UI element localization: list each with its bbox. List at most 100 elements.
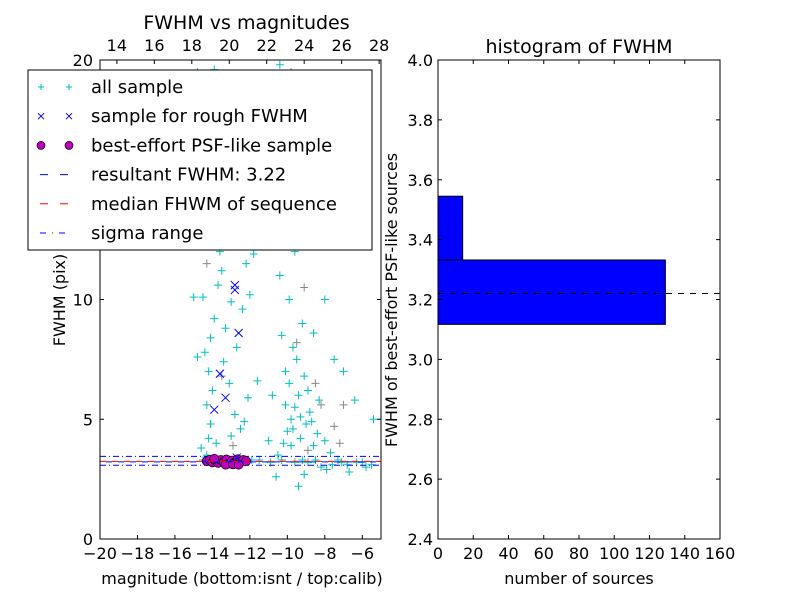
all-sample-point	[281, 367, 290, 376]
all-sample-point	[300, 372, 309, 381]
plot-area	[100, 60, 381, 491]
other-sample-point	[317, 400, 326, 409]
all-sample-point	[305, 408, 314, 417]
all-sample-point	[272, 472, 281, 481]
all-sample-point	[200, 348, 209, 357]
all-sample-point	[285, 379, 294, 388]
all-sample-point	[240, 417, 249, 426]
all-sample-point	[243, 393, 252, 402]
all-sample-point	[273, 451, 282, 460]
all-sample-point	[197, 443, 206, 452]
psf-sample-point	[233, 459, 244, 470]
rough-sample-point	[232, 453, 242, 462]
all-sample-point	[320, 436, 329, 445]
all-sample-point	[330, 355, 339, 364]
all-sample-point	[238, 305, 247, 314]
histogram-bar	[437, 259, 666, 325]
legend-label: median FHWM of sequence	[91, 194, 337, 215]
x-tick-label: 80	[569, 544, 589, 563]
all-sample-point	[345, 467, 354, 476]
x-tick-label: −14	[196, 544, 230, 563]
x-tick-label: −8	[313, 544, 337, 563]
other-sample-point	[292, 338, 301, 347]
top-x-tick-label: 16	[144, 36, 164, 55]
other-sample-point	[229, 441, 238, 450]
all-sample-point	[227, 432, 236, 441]
all-sample-point	[219, 357, 228, 366]
x-tick-label: 0	[433, 544, 443, 563]
all-sample-point	[294, 391, 303, 400]
chart-title: histogram of FWHM	[485, 36, 672, 58]
all-sample-point	[315, 396, 324, 405]
y-tick-label: 3.0	[408, 350, 433, 369]
all-sample-point	[264, 436, 273, 445]
all-sample-point	[275, 60, 284, 69]
circle-marker-icon	[64, 141, 74, 150]
all-sample-point	[277, 455, 286, 464]
x-tick-label: −6	[350, 544, 374, 563]
all-sample-point	[290, 403, 299, 412]
all-sample-point	[362, 463, 371, 472]
y-tick-label: 2.4	[408, 530, 433, 549]
x-tick-label: 140	[669, 544, 700, 563]
all-sample-point	[307, 417, 316, 426]
all-sample-point	[285, 295, 294, 304]
all-sample-point	[300, 470, 309, 479]
x-marker-icon	[37, 112, 45, 120]
all-sample-point	[242, 259, 251, 268]
scatter-plot: −20 −18 −16 −14 −12 −10 −8 −6 0 5 10 20 14 16 18 20 22 24…	[50, 12, 389, 588]
all-sample-point	[245, 290, 254, 299]
legend-entry: sample for rough FWHM	[37, 106, 308, 127]
all-sample-point	[326, 448, 335, 457]
all-sample-point	[193, 352, 202, 361]
legend-label: all sample	[91, 77, 183, 98]
all-sample-point	[206, 420, 215, 429]
all-sample-point	[294, 482, 303, 491]
legend-label: resultant FWHM: 3.22	[91, 165, 286, 186]
legend-entry: best-effort PSF-like sample	[36, 135, 332, 156]
x-tick-label: 160	[705, 544, 736, 563]
top-x-tick-label: 26	[331, 36, 351, 55]
all-sample-point	[249, 249, 258, 258]
legend-entry: sigma range	[40, 223, 203, 244]
x-axis-label: number of sources	[504, 569, 654, 588]
y-tick-label: 3.2	[408, 291, 433, 310]
all-sample-point	[217, 266, 226, 275]
all-sample-point	[230, 410, 239, 419]
all-sample-point	[369, 415, 378, 424]
y-tick-label: 0	[83, 530, 93, 549]
chart-title: FWHM vs magnitudes	[143, 12, 349, 34]
all-sample-point	[339, 367, 348, 376]
legend-entry: all sample	[38, 77, 183, 98]
all-sample-point	[210, 314, 219, 323]
circle-marker-icon	[36, 141, 46, 150]
all-sample-point	[255, 455, 264, 464]
other-sample-point	[330, 422, 339, 431]
all-sample-point	[311, 455, 320, 464]
legend-label: sigma range	[91, 223, 203, 244]
all-sample-point	[302, 420, 311, 429]
rough-sample-point	[234, 328, 243, 338]
all-sample-point	[204, 367, 213, 376]
x-tick-label: 40	[498, 544, 518, 563]
top-x-tick-label: 28	[369, 36, 389, 55]
all-sample-point	[287, 415, 296, 424]
all-sample-point	[303, 386, 312, 395]
all-sample-point	[317, 463, 326, 472]
all-sample-point	[350, 396, 359, 405]
all-sample-point	[202, 400, 211, 409]
x-tick-label: −18	[121, 544, 155, 563]
all-sample-point	[236, 424, 245, 433]
x-tick-label: −12	[233, 544, 267, 563]
all-sample-point	[227, 297, 236, 306]
x-tick-label: 20	[463, 544, 483, 563]
x-axis-label: magnitude (bottom:isnt / top:calib)	[101, 569, 382, 588]
histogram-bar	[437, 195, 464, 261]
x-tick-label: −16	[158, 544, 192, 563]
all-sample-point	[288, 424, 297, 433]
all-sample-point	[281, 400, 290, 409]
top-x-tick-label: 18	[182, 36, 202, 55]
all-sample-point	[189, 293, 198, 302]
all-sample-point	[253, 376, 262, 385]
